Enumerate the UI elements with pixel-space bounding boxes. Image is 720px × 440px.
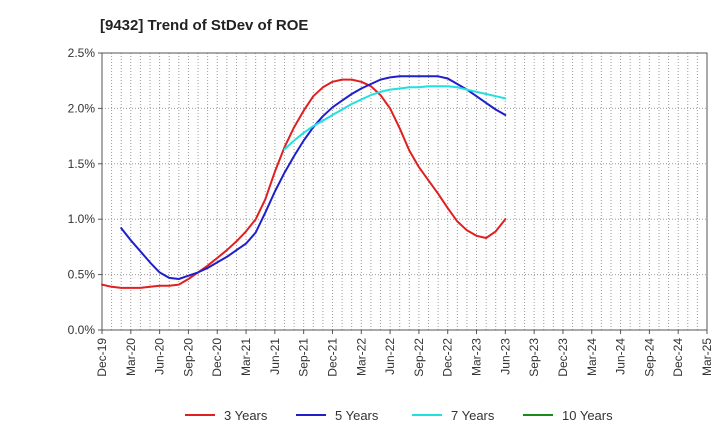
x-tick-label: Jun-24 bbox=[614, 338, 628, 375]
y-tick-label: 1.5% bbox=[68, 157, 96, 171]
legend: 3 Years 5 Years 7 Years 10 Years bbox=[185, 408, 613, 423]
y-tick-label: 2.0% bbox=[68, 101, 96, 115]
legend-label: 5 Years bbox=[335, 408, 379, 423]
x-tick-label: Sep-20 bbox=[181, 338, 195, 377]
x-tick-label: Sep-24 bbox=[642, 338, 656, 377]
x-tick-label: Jun-21 bbox=[268, 338, 282, 375]
grid bbox=[102, 53, 707, 330]
plot-frame bbox=[101, 52, 708, 331]
x-tick-label: Sep-21 bbox=[297, 338, 311, 377]
y-tick-label: 1.0% bbox=[68, 212, 96, 226]
chart-title: [9432] Trend of StDev of ROE bbox=[100, 17, 308, 34]
x-tick-label: Mar-22 bbox=[354, 338, 368, 376]
series-lines bbox=[101, 75, 507, 289]
x-tick-label: Mar-23 bbox=[470, 338, 484, 376]
legend-label: 3 Years bbox=[224, 408, 268, 423]
x-tick-label: Sep-23 bbox=[527, 338, 541, 377]
series-line-7-years bbox=[283, 85, 507, 151]
x-tick-label: Jun-23 bbox=[498, 338, 512, 375]
y-tick-label: 0.0% bbox=[68, 323, 96, 337]
x-tick-label: Dec-20 bbox=[210, 338, 224, 377]
x-tick-label: Sep-22 bbox=[412, 338, 426, 377]
x-tick-label: Jun-20 bbox=[153, 338, 167, 375]
legend-label: 7 Years bbox=[451, 408, 495, 423]
x-tick-label: Dec-19 bbox=[95, 338, 109, 377]
x-tick-label: Mar-25 bbox=[700, 338, 714, 376]
x-tick-label: Dec-22 bbox=[441, 338, 455, 377]
x-tick-label: Dec-23 bbox=[556, 338, 570, 377]
y-tick-label: 2.5% bbox=[68, 46, 96, 60]
x-tick-label: Jun-22 bbox=[383, 338, 397, 375]
x-axis: Dec-19 Mar-20 Jun-20 Sep-20 Dec-20 Mar-21 Jun-… bbox=[95, 330, 714, 377]
x-tick-label: Dec-24 bbox=[671, 338, 685, 377]
legend-label: 10 Years bbox=[562, 408, 613, 423]
x-tick-label: Mar-20 bbox=[124, 338, 138, 376]
x-tick-label: Dec-21 bbox=[325, 338, 339, 377]
x-tick-label: Mar-24 bbox=[585, 338, 599, 376]
series-line-3-years bbox=[101, 78, 507, 289]
y-axis: 0.0% 0.5% 1.0% 1.5% 2.0% 2.5% bbox=[68, 46, 102, 337]
plot-area bbox=[102, 53, 707, 330]
x-tick-label: Mar-21 bbox=[239, 338, 253, 376]
y-tick-label: 0.5% bbox=[68, 268, 96, 282]
